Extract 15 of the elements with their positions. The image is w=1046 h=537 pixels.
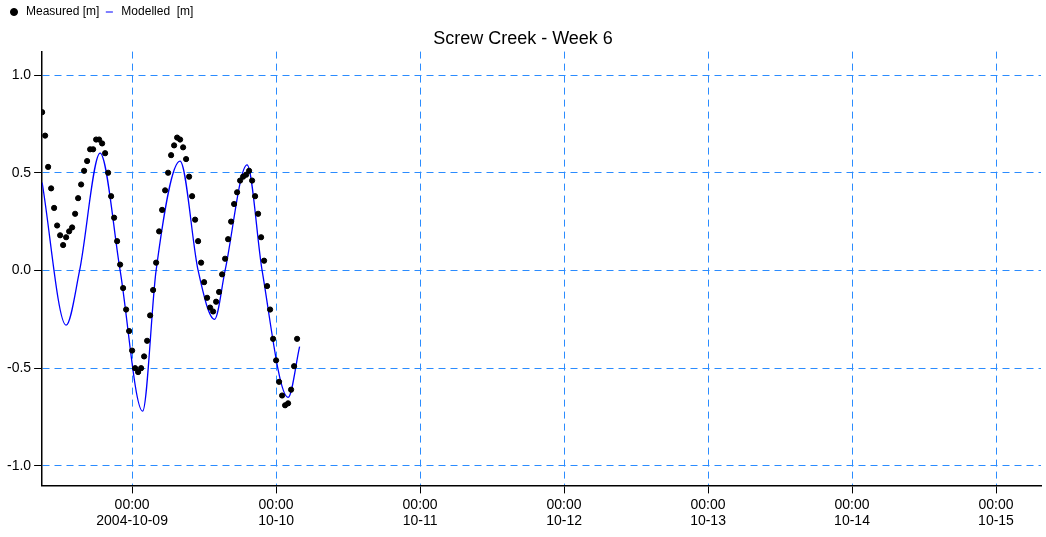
- y-tick-label: 1.0: [11, 65, 32, 82]
- y-tick-label: 0.5: [11, 163, 32, 180]
- y-tick-label: -1.0: [7, 456, 32, 473]
- x-tick-label: 00:00 2004-10-09: [96, 495, 169, 529]
- legend-label: Modelled [m]: [121, 4, 194, 19]
- x-tick-label: 00:00 10-12: [546, 495, 583, 529]
- legend-label: Measured [m]: [26, 4, 100, 19]
- x-tick-label: 00:00 10-15: [978, 495, 1015, 529]
- x-tick-label: 00:00 10-10: [258, 495, 295, 529]
- x-tick-label: 00:00 10-11: [402, 495, 438, 529]
- y-tick-label: 0.0: [11, 261, 32, 278]
- y-tick-label: -0.5: [7, 359, 32, 376]
- x-tick-label: 00:00 10-14: [834, 495, 871, 529]
- x-tick-label: 00:00 10-13: [690, 495, 727, 529]
- chart-title: Screw Creek - Week 6: [433, 27, 613, 48]
